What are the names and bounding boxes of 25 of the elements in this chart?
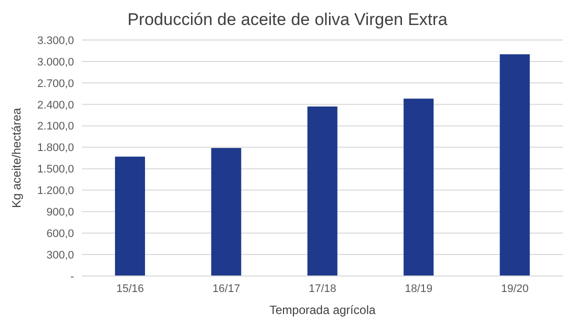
x-tick-label: 18/19 bbox=[404, 282, 432, 295]
y-tick-label: 1.200,0 bbox=[37, 185, 74, 198]
chart-title: Producción de aceite de oliva Virgen Extra bbox=[126, 9, 449, 31]
y-tick-label: 600,0 bbox=[46, 228, 74, 240]
y-tick-label: 1.800,0 bbox=[37, 142, 74, 154]
bar bbox=[307, 106, 338, 276]
y-axis-title: Kg aceite/hectárea bbox=[9, 108, 24, 208]
y-tick-label: 3.300,0 bbox=[37, 34, 74, 47]
bar bbox=[404, 98, 434, 276]
y-tick-label: 3.000,0 bbox=[37, 56, 74, 68]
x-axis-title: Temporada agrícola bbox=[269, 303, 376, 317]
x-tick-label: 16/17 bbox=[212, 282, 240, 295]
y-tick-label: 900,0 bbox=[46, 206, 74, 219]
x-tick-label: 15/16 bbox=[116, 282, 144, 295]
y-tick-label: - bbox=[70, 270, 74, 283]
y-tick-label: 2.100,0 bbox=[37, 120, 74, 133]
bar bbox=[115, 156, 145, 276]
x-tick-label: 19/20 bbox=[501, 282, 529, 295]
y-tick-label: 2.400,0 bbox=[37, 99, 74, 112]
bar bbox=[500, 54, 530, 276]
y-tick-label: 300,0 bbox=[46, 249, 74, 262]
x-tick-label: 17/18 bbox=[308, 282, 336, 295]
bar bbox=[211, 148, 242, 276]
y-tick-label: 2.700,0 bbox=[37, 78, 74, 90]
y-tick-label: 1.500,0 bbox=[37, 164, 74, 176]
